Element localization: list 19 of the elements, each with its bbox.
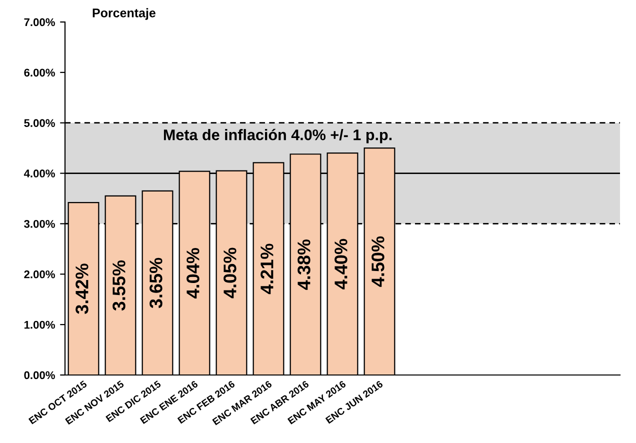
y-axis-title: Porcentaje [92,8,156,20]
data-label: 4.05% [224,248,236,298]
data-label: 4.21% [260,244,274,294]
data-label: 4.40% [334,238,348,290]
y-tick-label: 5.00% [24,119,55,127]
y-tick-label: 1.00% [24,320,55,329]
y-tick-label: 7.00% [24,18,55,26]
y-tick-label: 2.00% [24,270,55,278]
data-label: 3.55% [112,260,126,311]
data-label: 4.38% [298,239,310,290]
y-tick-label: 6.00% [24,68,55,77]
y-tick-label: 0.00% [24,371,55,380]
data-label: 3.42% [76,264,88,314]
band-label: Meta de inflación 4.0% +/- 1 p.p. [164,128,392,144]
data-label: 3.65% [150,258,162,308]
y-tick-label: 3.00% [24,220,55,228]
data-label: 4.50% [372,236,384,287]
data-label: 4.04% [186,248,200,298]
y-tick-label: 4.00% [24,170,55,178]
